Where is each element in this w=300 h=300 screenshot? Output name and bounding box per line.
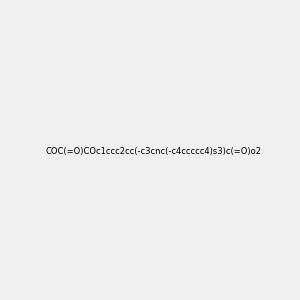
Text: COC(=O)COc1ccc2cc(-c3cnc(-c4ccccc4)s3)c(=O)o2: COC(=O)COc1ccc2cc(-c3cnc(-c4ccccc4)s3)c(… xyxy=(46,147,262,156)
